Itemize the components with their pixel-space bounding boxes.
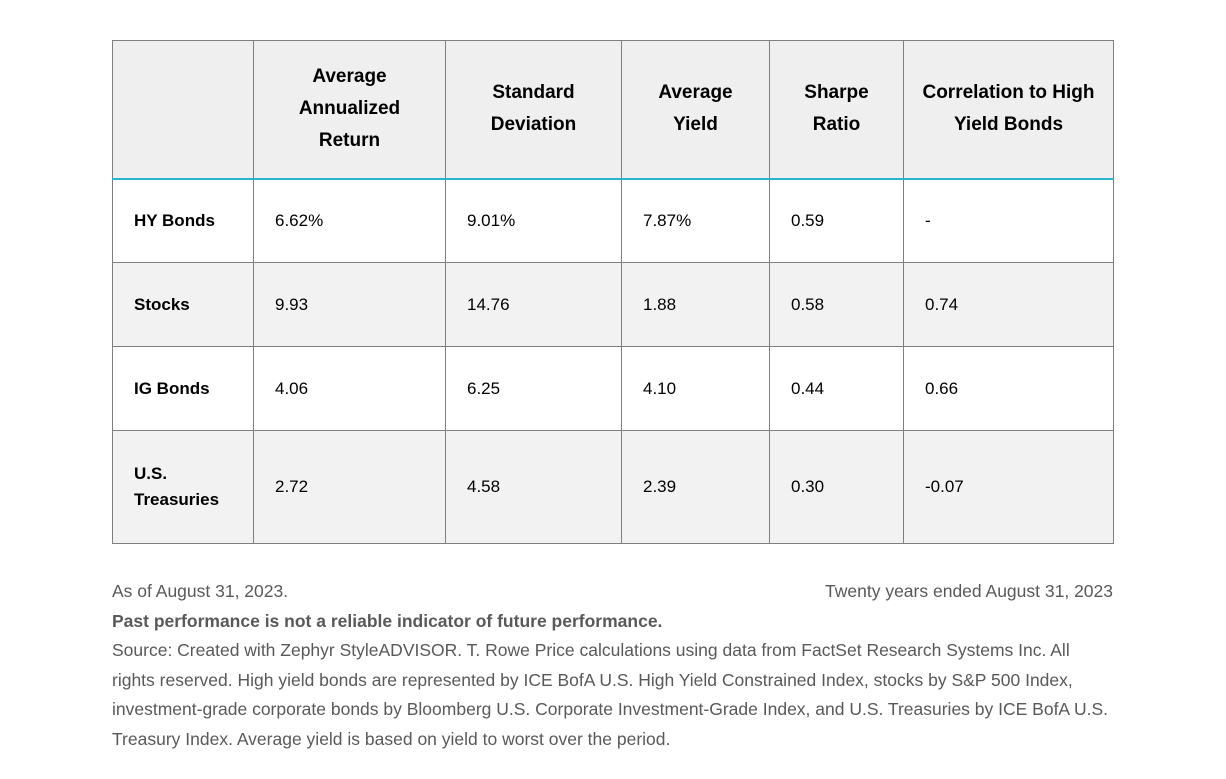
cell-value: 9.93 xyxy=(253,262,446,347)
row-label: HY Bonds xyxy=(112,178,254,263)
cell-value: 0.30 xyxy=(769,430,904,544)
source-note: Source: Created with Zephyr StyleADVISOR… xyxy=(112,640,1109,749)
cell-value: 0.58 xyxy=(769,262,904,347)
footnotes: As of August 31, 2023. Twenty years ende… xyxy=(112,577,1113,754)
column-header-4: Sharpe Ratio xyxy=(769,40,904,180)
period-note: Twenty years ended August 31, 2023 xyxy=(825,581,1113,601)
table-row: Stocks 9.93 14.76 1.88 0.58 0.74 xyxy=(112,262,1114,347)
cell-value: 0.74 xyxy=(903,262,1114,347)
cell-value: 2.39 xyxy=(621,430,770,544)
cell-value: 4.06 xyxy=(253,346,446,431)
past-performance-disclaimer: Past performance is not a reliable indic… xyxy=(112,610,663,631)
cell-value: 1.88 xyxy=(621,262,770,347)
cell-value: 4.10 xyxy=(621,346,770,431)
cell-value: 7.87% xyxy=(621,178,770,263)
table-row: HY Bonds 6.62% 9.01% 7.87% 0.59- xyxy=(112,178,1114,263)
asset-class-stats-figure: Average Annualized Return Standard Deviat… xyxy=(112,40,1114,754)
cell-value: 9.01% xyxy=(445,178,622,263)
column-header-5: Correlation to High Yield Bonds xyxy=(903,40,1114,180)
cell-value: 0.59 xyxy=(769,178,904,263)
as-of-date: As of August 31, 2023. xyxy=(112,581,289,601)
cell-value: 0.44 xyxy=(769,346,904,431)
cell-value: - xyxy=(903,178,1114,263)
cell-value: 6.62% xyxy=(253,178,446,263)
column-header-2: Standard Deviation xyxy=(445,40,622,180)
column-header-3: Average Yield xyxy=(621,40,770,180)
table-header-row: Average Annualized Return Standard Deviat… xyxy=(112,40,1114,180)
cell-value: 14.76 xyxy=(445,262,622,347)
table-row: U.S. Treasuries 2.72 4.58 2.39 0.30 -0.07 xyxy=(112,430,1114,544)
cell-value: 6.25 xyxy=(445,346,622,431)
footnote-date-row: As of August 31, 2023. Twenty years ende… xyxy=(112,577,1113,607)
table-row: IG Bonds 4.06 6.25 4.10 0.44 0.66 xyxy=(112,346,1114,431)
row-label: Stocks xyxy=(112,262,254,347)
row-label: IG Bonds xyxy=(112,346,254,431)
cell-value: 0.66 xyxy=(903,346,1114,431)
cell-value: -0.07 xyxy=(903,430,1114,544)
cell-value: 4.58 xyxy=(445,430,622,544)
row-label: U.S. Treasuries xyxy=(112,430,254,544)
cell-value: 2.72 xyxy=(253,430,446,544)
asset-class-stats-table: Average Annualized Return Standard Deviat… xyxy=(112,40,1114,544)
column-header-0 xyxy=(112,40,254,180)
column-header-1: Average Annualized Return xyxy=(253,40,446,180)
